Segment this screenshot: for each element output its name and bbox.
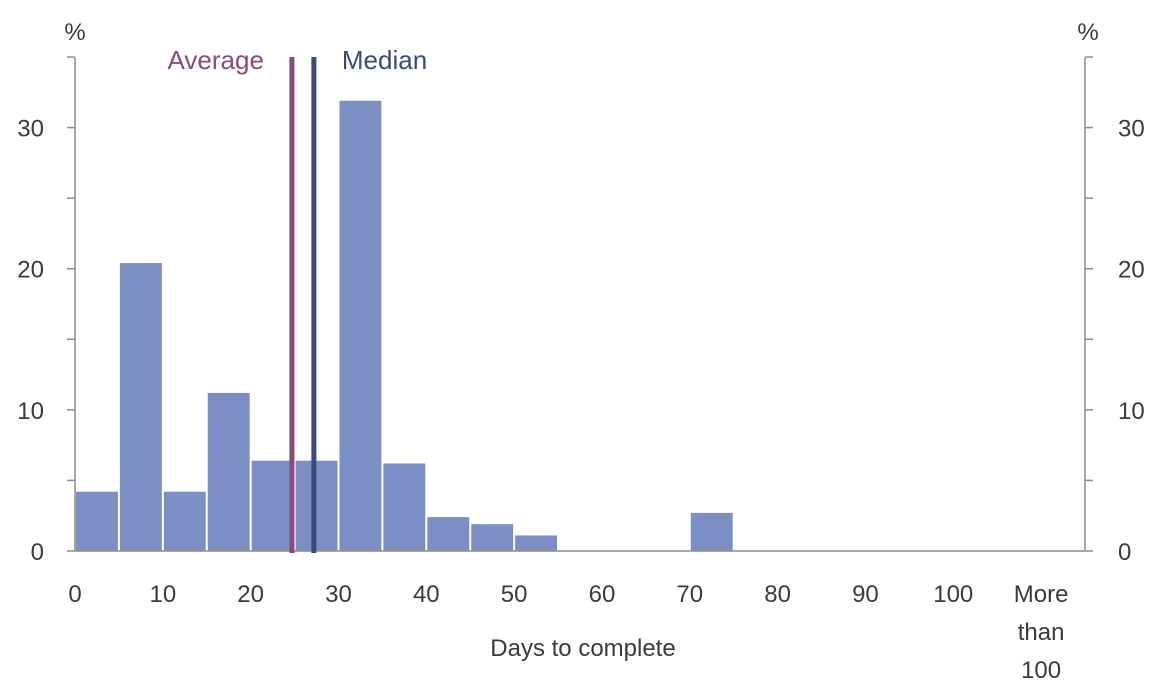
bar-0-5 [76,491,118,551]
y-tick-label-right-20: 20 [1118,257,1145,284]
bar-40-45 [427,517,470,551]
bar-70-75 [690,512,733,551]
x-axis-title: Days to complete [490,635,675,662]
x-tick-label-50: 50 [501,581,528,608]
bar-5-10 [119,263,162,551]
bar-30-35 [339,100,382,551]
reference-label-median: Median [342,45,427,75]
bar-20-25 [251,460,294,551]
y-tick-label-right-0: 0 [1118,539,1131,566]
x-tick-label-0: 0 [68,581,81,608]
bar-25-30 [295,460,338,551]
axes-group [67,56,1093,552]
bar-10-15 [163,491,206,551]
x-tick-label-70: 70 [676,581,703,608]
x-tick-label-80: 80 [764,581,791,608]
y-unit-left: % [64,19,85,46]
bar-50-55 [515,535,558,551]
y-tick-label-right-30: 30 [1118,116,1145,143]
y-tick-label-left-30: 30 [17,116,44,143]
x-tick-label-90: 90 [852,581,879,608]
x-tick-label-60: 60 [589,581,616,608]
x-tick-label-110: More than 100 [1014,581,1069,680]
x-tick-label-100: 100 [933,581,973,608]
y-tick-label-left-20: 20 [17,257,44,284]
y-tick-label-left-10: 10 [17,398,44,425]
y-unit-right: % [1077,19,1098,46]
bar-45-50 [471,524,514,551]
x-tick-label-10: 10 [149,581,176,608]
x-tick-label-20: 20 [237,581,264,608]
reference-lines-group [289,57,317,553]
x-tick-label-30: 30 [325,581,352,608]
y-tick-label-left-0: 0 [31,539,44,566]
y-tick-label-right-10: 10 [1118,398,1145,425]
bar-35-40 [383,463,426,551]
x-tick-label-40: 40 [413,581,440,608]
reference-label-average: Average [168,45,264,75]
bar-15-20 [207,392,250,551]
bars-group [76,100,733,551]
